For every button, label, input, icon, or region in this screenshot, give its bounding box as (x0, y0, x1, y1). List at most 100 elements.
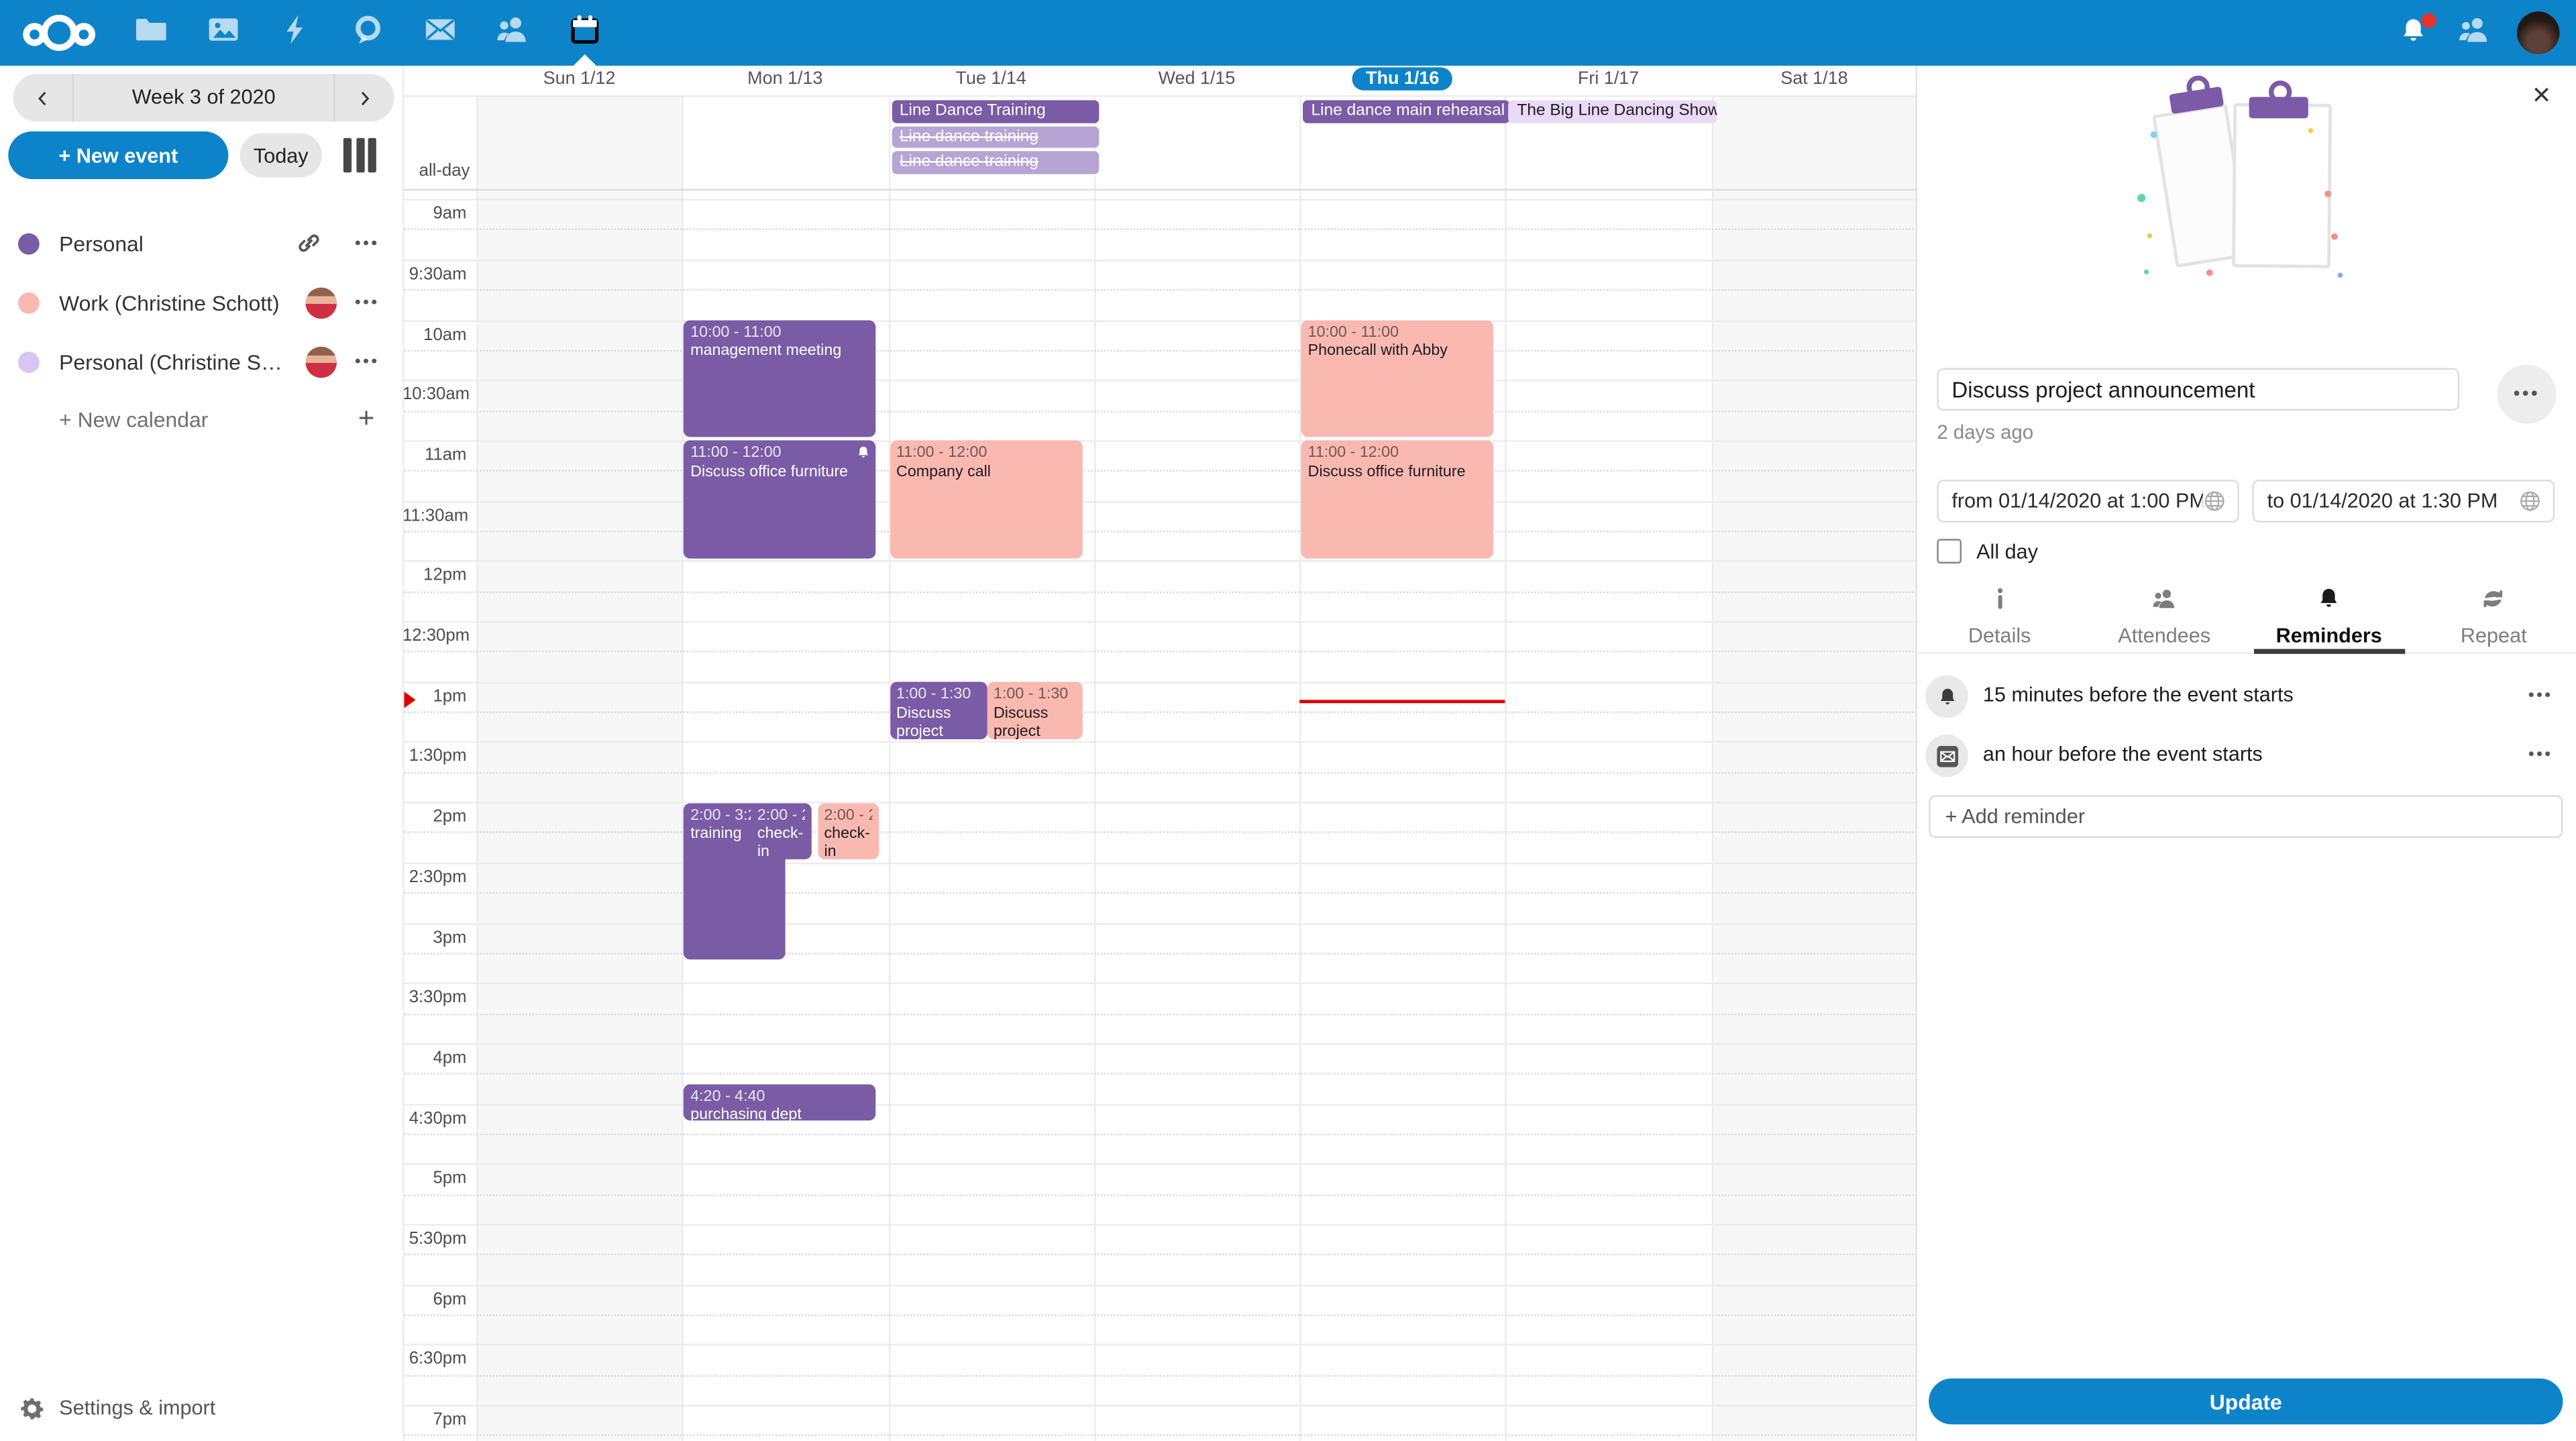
event-title: Discuss project (993, 704, 1049, 739)
day-header[interactable]: Mon 1/13 (747, 68, 823, 89)
column-divider (1505, 95, 1507, 1441)
sidebar-calendar-item[interactable]: Personal ••• (0, 213, 402, 272)
contacts-menu-icon[interactable] (2458, 12, 2491, 53)
all-day-event[interactable]: Line dance main rehearsal (1303, 100, 1511, 123)
view-mode-columns-icon[interactable] (343, 138, 383, 173)
event-title-input[interactable] (1937, 368, 2460, 411)
hour-gridline (402, 380, 1917, 382)
active-app-indicator (573, 54, 596, 66)
calendar-sidebar: Week 3 of 2020 + New event Today Persona… (0, 65, 405, 1441)
calendar-event[interactable]: 11:00 - 12:00 Company call (890, 441, 1083, 559)
sidebar-calendar-item[interactable]: Work (Christine Schott) ••• (0, 273, 402, 332)
nextcloud-logo-icon[interactable] (23, 15, 96, 51)
calendar-event[interactable]: 10:00 - 11:00 management meeting (684, 320, 877, 438)
reminder-more-menu-icon[interactable]: ••• (2528, 745, 2553, 764)
app-contacts[interactable] (476, 0, 549, 66)
hour-gridline (402, 319, 1917, 321)
user-avatar[interactable] (2516, 11, 2560, 54)
start-datetime-value: from 01/14/2020 at 1:00 PM (1951, 489, 2204, 513)
quarter-hour-gridline (402, 530, 1917, 533)
all-day-toggle[interactable]: All day (1937, 539, 2038, 564)
sidebar-calendar-item[interactable]: Personal (Christine Scho…) ••• (0, 332, 402, 391)
calendar-event[interactable]: 11:00 - 12:00 Discuss office furniture (684, 441, 877, 559)
day-header[interactable]: Fri 1/17 (1577, 68, 1640, 89)
today-button[interactable]: Today (239, 133, 323, 178)
hour-gridline (402, 862, 1917, 864)
reminder-row: 15 minutes before the event starts ••• (1917, 667, 2576, 726)
day-header[interactable]: Sat 1/18 (1780, 68, 1848, 89)
day-header[interactable]: Tue 1/14 (955, 68, 1026, 89)
calendar-icon (568, 12, 601, 53)
calendar-more-menu-icon[interactable]: ••• (354, 352, 380, 371)
people-grey-icon (2152, 586, 2177, 619)
tab-reminders[interactable]: Reminders (2247, 582, 2412, 654)
calendar-event[interactable]: 4:20 - 4:40 purchasing dept (684, 1084, 877, 1122)
notifications-bell-icon[interactable] (2399, 13, 2436, 49)
column-divider (1093, 95, 1096, 1441)
timezone-globe-icon[interactable] (2203, 490, 2226, 513)
new-event-button[interactable]: + New event (8, 131, 229, 179)
quarter-hour-gridline (402, 953, 1917, 955)
hour-gridline (402, 1163, 1917, 1166)
calendar-event[interactable]: 10:00 - 11:00 Phonecall with Abby (1301, 320, 1494, 438)
all-day-checkbox[interactable] (1937, 539, 1962, 564)
new-calendar-button[interactable]: + New calendar + (0, 391, 402, 447)
week-label[interactable]: Week 3 of 2020 (72, 74, 335, 122)
all-day-event[interactable]: Line dance training (891, 125, 1099, 148)
calendar-more-menu-icon[interactable]: ••• (354, 293, 380, 312)
all-day-event[interactable]: Line dance training (891, 151, 1099, 174)
confetti-dot (2137, 193, 2146, 203)
reminders-list: 15 minutes before the event starts ••• an … (1917, 667, 2576, 785)
confetti-dot (2308, 128, 2314, 134)
calendar-more-menu-icon[interactable]: ••• (354, 233, 380, 252)
timezone-globe-icon[interactable] (2518, 490, 2541, 513)
share-link-icon[interactable] (296, 230, 322, 256)
calendar-event[interactable]: 1:00 - 1:30 Discuss project (987, 682, 1083, 739)
weekend-shading (476, 95, 682, 1441)
quarter-hour-gridline (402, 470, 1917, 472)
settings-label: Settings & import (59, 1396, 216, 1420)
event-time: 10:00 - 11:00 (1307, 323, 1399, 342)
app-mail[interactable] (404, 0, 476, 66)
previous-week-button[interactable] (13, 74, 72, 121)
day-header[interactable]: Wed 1/15 (1158, 68, 1236, 89)
tab-details[interactable]: Details (1917, 582, 2082, 652)
hour-gridline (402, 560, 1917, 563)
all-day-event[interactable]: The Big Line Dancing Show (1509, 100, 1717, 123)
app-activity[interactable] (260, 0, 332, 66)
start-datetime-field[interactable]: from 01/14/2020 at 1:00 PM (1937, 480, 2239, 523)
tab-attendees[interactable]: Attendees (2082, 582, 2247, 652)
add-reminder-button[interactable]: + Add reminder (1929, 795, 2563, 838)
tab-label: Repeat (2460, 624, 2527, 647)
app-files[interactable] (115, 0, 187, 66)
column-divider (682, 95, 684, 1441)
current-time-line (1299, 699, 1506, 703)
day-header[interactable]: Sun 1/12 (543, 68, 616, 89)
week-view-grid[interactable]: Sun 1/12 Mon 1/13 Tue 1/14 Wed 1/15 Thu 1/16… (402, 65, 1917, 1441)
reminder-more-menu-icon[interactable]: ••• (2528, 686, 2553, 705)
bell-icon (1925, 675, 1968, 718)
app-photos[interactable] (187, 0, 260, 66)
update-button[interactable]: Update (1929, 1378, 2563, 1425)
close-icon[interactable]: × (2525, 80, 2558, 113)
settings-and-import[interactable]: Settings & import (0, 1385, 402, 1431)
calendar-event[interactable]: 2:00 - 2:30check-in (817, 802, 879, 860)
active-tab-indicator (2253, 649, 2405, 654)
event-actions-menu-icon[interactable]: ••• (2497, 364, 2557, 424)
next-week-button[interactable] (335, 74, 394, 121)
app-calendar[interactable] (549, 0, 621, 66)
quarter-hour-gridline (402, 651, 1917, 653)
time-axis-label: 10:30am (402, 384, 470, 405)
end-datetime-field[interactable]: to 01/14/2020 at 1:30 PM (2252, 480, 2555, 523)
calendar-event[interactable]: 11:00 - 12:00 Discuss office furniture (1301, 441, 1494, 559)
tab-repeat[interactable]: Repeat (2411, 582, 2576, 652)
calendar-event[interactable]: 2:00 - 2:30check-in (751, 802, 812, 860)
end-datetime-value: to 01/14/2020 at 1:30 PM (2267, 489, 2498, 513)
time-axis-label: 6pm (433, 1289, 467, 1310)
app-talk[interactable] (332, 0, 405, 66)
day-header[interactable]: Thu 1/16 (1299, 66, 1505, 95)
all-day-event[interactable]: Line Dance Training (891, 100, 1099, 123)
section-divider (402, 95, 1917, 97)
all-day-label: all-day (419, 161, 470, 181)
